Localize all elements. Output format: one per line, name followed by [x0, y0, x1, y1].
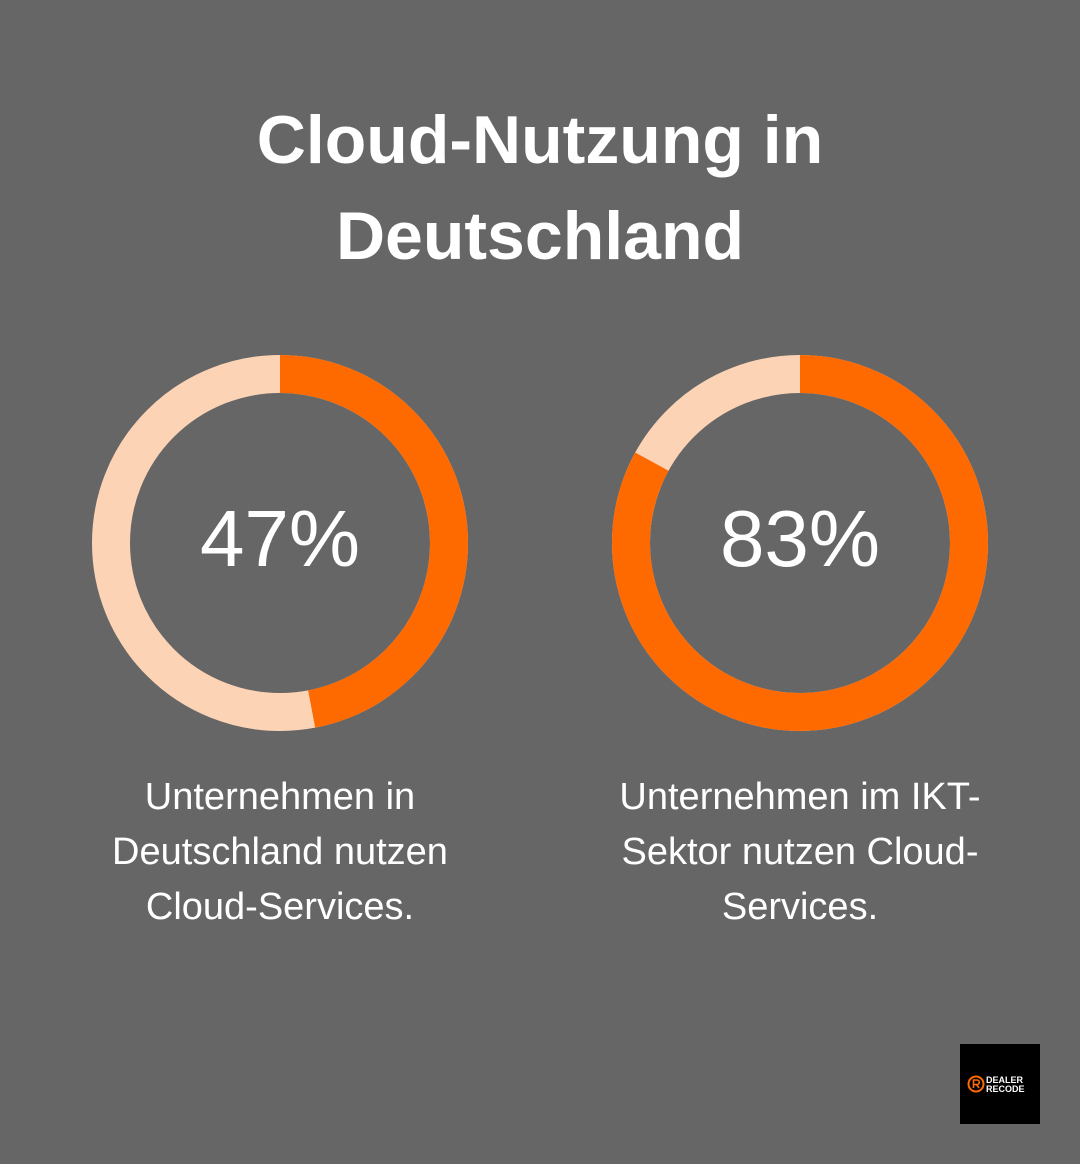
logo: DEALER RECODE [960, 1044, 1040, 1124]
logo-text: RECODE [986, 1084, 1025, 1094]
donut-arc [92, 355, 468, 731]
value-label: 83% [720, 494, 880, 583]
caption: Unternehmen in Deutschland nutzen Cloud-… [112, 776, 448, 928]
charts: 47% 83% [92, 355, 988, 731]
donut-arc [612, 355, 988, 731]
value-label: 47% [200, 494, 360, 583]
logo-icon [967, 1075, 985, 1093]
title: Cloud-Nutzung in Deutschland [256, 102, 824, 274]
caption: Unternehmen im IKT-Sektor nutzen Cloud-S… [619, 776, 981, 928]
logo-text: DEALER [986, 1075, 1024, 1085]
